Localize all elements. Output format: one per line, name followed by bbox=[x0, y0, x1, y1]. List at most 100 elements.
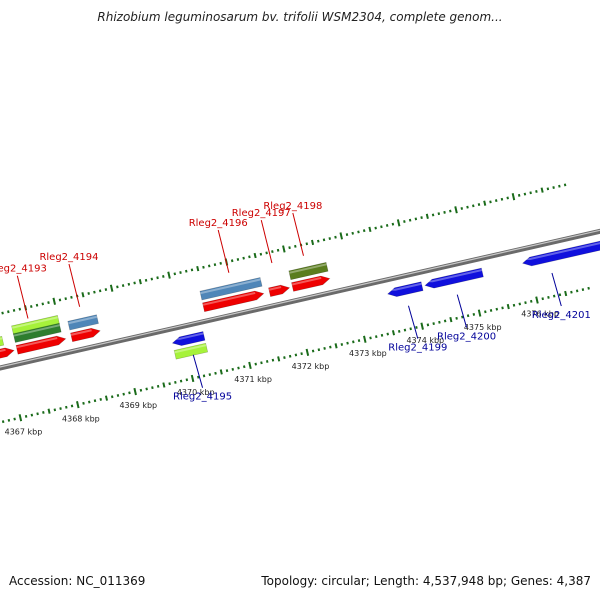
reverse-tick-4371.6 bbox=[283, 356, 286, 360]
forward-tick-4373.7 bbox=[380, 225, 383, 229]
reverse-tick-4371.2 bbox=[260, 361, 263, 365]
reverse-tick-4368.1 bbox=[82, 401, 85, 405]
forward-tick-4373.8 bbox=[385, 224, 389, 227]
reverse-tick-4375.7 bbox=[518, 302, 522, 306]
gene-label: Rleg2_4194 bbox=[39, 252, 98, 263]
forward-tick-4372.1 bbox=[288, 246, 291, 250]
reverse-tick-4369.2 bbox=[145, 387, 148, 391]
forward-tick-4369.3 bbox=[127, 282, 131, 286]
label-leader-line bbox=[551, 272, 562, 307]
reverse-tick-4373.3 bbox=[380, 333, 384, 337]
feature-highlight-f15 bbox=[386, 282, 422, 291]
feature-f15 bbox=[387, 281, 424, 297]
forward-tick-4374.6 bbox=[431, 213, 435, 217]
reverse-tick-4366.8 bbox=[7, 418, 11, 422]
forward-tick-4374.8 bbox=[443, 210, 446, 214]
forward-tick-4372.4 bbox=[305, 242, 309, 246]
feature-highlight-f1 bbox=[0, 337, 3, 340]
forward-tick-4368.2 bbox=[64, 297, 67, 301]
feature-highlight-f10 bbox=[200, 278, 261, 295]
forward-tick-4367.6 bbox=[30, 305, 33, 308]
feature-highlight-f8 bbox=[171, 332, 204, 340]
forward-tick-4370.1 bbox=[173, 272, 177, 276]
reverse-tick-4372.7 bbox=[346, 341, 349, 345]
forward-tick-4372.7 bbox=[322, 238, 326, 242]
reverse-tick-4374.8 bbox=[466, 314, 470, 318]
reverse-tick-4376.4 bbox=[558, 293, 562, 297]
reverse-tick-4373.8 bbox=[409, 327, 412, 331]
feature-highlight-f6 bbox=[68, 315, 98, 325]
forward-tick-4375.6 bbox=[489, 200, 492, 204]
forward-tick-4372.2 bbox=[294, 244, 297, 248]
accession-text: Accession: NC_011369 bbox=[9, 574, 146, 588]
reverse-tick-4368.2 bbox=[88, 400, 91, 404]
forward-tick-4374.1 bbox=[403, 220, 406, 223]
label-leader-line bbox=[456, 294, 468, 328]
forward-tick-4376.9 bbox=[563, 183, 567, 187]
tick-marks: 4367 kbp 4368 kbp 4369 kbp 4370 kbp 4371 kbp… bbox=[1, 183, 590, 436]
reverse-tick-4374.1 bbox=[426, 323, 430, 327]
forward-tick-4374.4 bbox=[420, 216, 423, 220]
feature-highlight-f7 bbox=[70, 329, 92, 336]
backbone-line bbox=[0, 228, 600, 371]
feature-highlight-f17 bbox=[521, 242, 600, 260]
gene-label: Rleg2_4198 bbox=[263, 201, 322, 212]
feature-f5 bbox=[15, 335, 67, 355]
reverse-tick-4376.0 bbox=[535, 296, 539, 304]
reverse-tick-4368.5 bbox=[104, 395, 109, 401]
tick-label: 4376 kbp bbox=[521, 310, 559, 319]
forward-tick-4368.6 bbox=[87, 292, 90, 295]
reverse-tick-4369.1 bbox=[139, 388, 143, 392]
tick-label: 4370 kbp bbox=[177, 388, 215, 397]
feature-f16 bbox=[424, 267, 484, 289]
forward-tick-4368.8 bbox=[98, 289, 102, 293]
reverse-tick-4370.4 bbox=[214, 371, 217, 375]
reverse-tick-4366.7 bbox=[1, 420, 5, 424]
reverse-tick-4368.7 bbox=[116, 394, 120, 397]
forward-tick-4367.7 bbox=[35, 303, 39, 307]
label-leader-line bbox=[260, 220, 273, 264]
forward-tick-4376.8 bbox=[558, 184, 561, 188]
reverse-tick-4372.0 bbox=[305, 348, 310, 356]
forward-tick-4371.8 bbox=[271, 250, 274, 254]
feature-highlight-f16 bbox=[424, 269, 483, 283]
reverse-tick-4368.4 bbox=[99, 397, 102, 401]
reverse-tick-4375.8 bbox=[524, 301, 527, 305]
forward-tick-4376.1 bbox=[517, 193, 521, 197]
forward-tick-4369.1 bbox=[116, 285, 119, 289]
forward-tick-4376.2 bbox=[523, 192, 527, 196]
reverse-tick-4375.5 bbox=[506, 303, 510, 310]
reverse-tick-4376.5 bbox=[564, 290, 568, 297]
forward-tick-4372.0 bbox=[282, 245, 286, 253]
reverse-tick-4374.2 bbox=[432, 322, 435, 326]
reverse-tick-4369.5 bbox=[162, 382, 166, 388]
reverse-tick-4373.0 bbox=[363, 335, 367, 343]
forward-tick-4369.8 bbox=[156, 276, 159, 280]
reverse-tick-4376.7 bbox=[575, 289, 579, 293]
forward-tick-4371.3 bbox=[242, 256, 245, 260]
forward-tick-4373.5 bbox=[368, 226, 372, 233]
reverse-tick-4376.3 bbox=[552, 294, 556, 298]
feature-highlight-f3 bbox=[11, 316, 59, 329]
feature-highlight-f5 bbox=[16, 337, 58, 349]
forward-tick-4368.9 bbox=[104, 288, 108, 291]
forward-tick-4367.8 bbox=[41, 302, 45, 306]
reverse-tick-4374.4 bbox=[443, 319, 447, 323]
reverse-tick-4373.6 bbox=[397, 329, 401, 333]
reverse-tick-4369.4 bbox=[156, 384, 160, 388]
reverse-tick-4373.2 bbox=[375, 335, 378, 339]
features bbox=[0, 240, 600, 360]
reverse-tick-4375.1 bbox=[484, 310, 487, 314]
forward-tick-4368.1 bbox=[58, 298, 62, 302]
feature-f6 bbox=[67, 314, 99, 331]
reverse-tick-4370.9 bbox=[242, 365, 246, 369]
feature-highlight-f12 bbox=[268, 286, 282, 291]
reverse-tick-4372.9 bbox=[357, 339, 361, 343]
backbone-highlight bbox=[0, 229, 600, 368]
forward-tick-4369.7 bbox=[150, 277, 154, 281]
reverse-tick-4372.4 bbox=[329, 345, 332, 349]
reverse-tick-4376.9 bbox=[587, 286, 590, 290]
forward-tick-4376.5 bbox=[540, 187, 544, 193]
label-leader-line bbox=[217, 229, 230, 273]
